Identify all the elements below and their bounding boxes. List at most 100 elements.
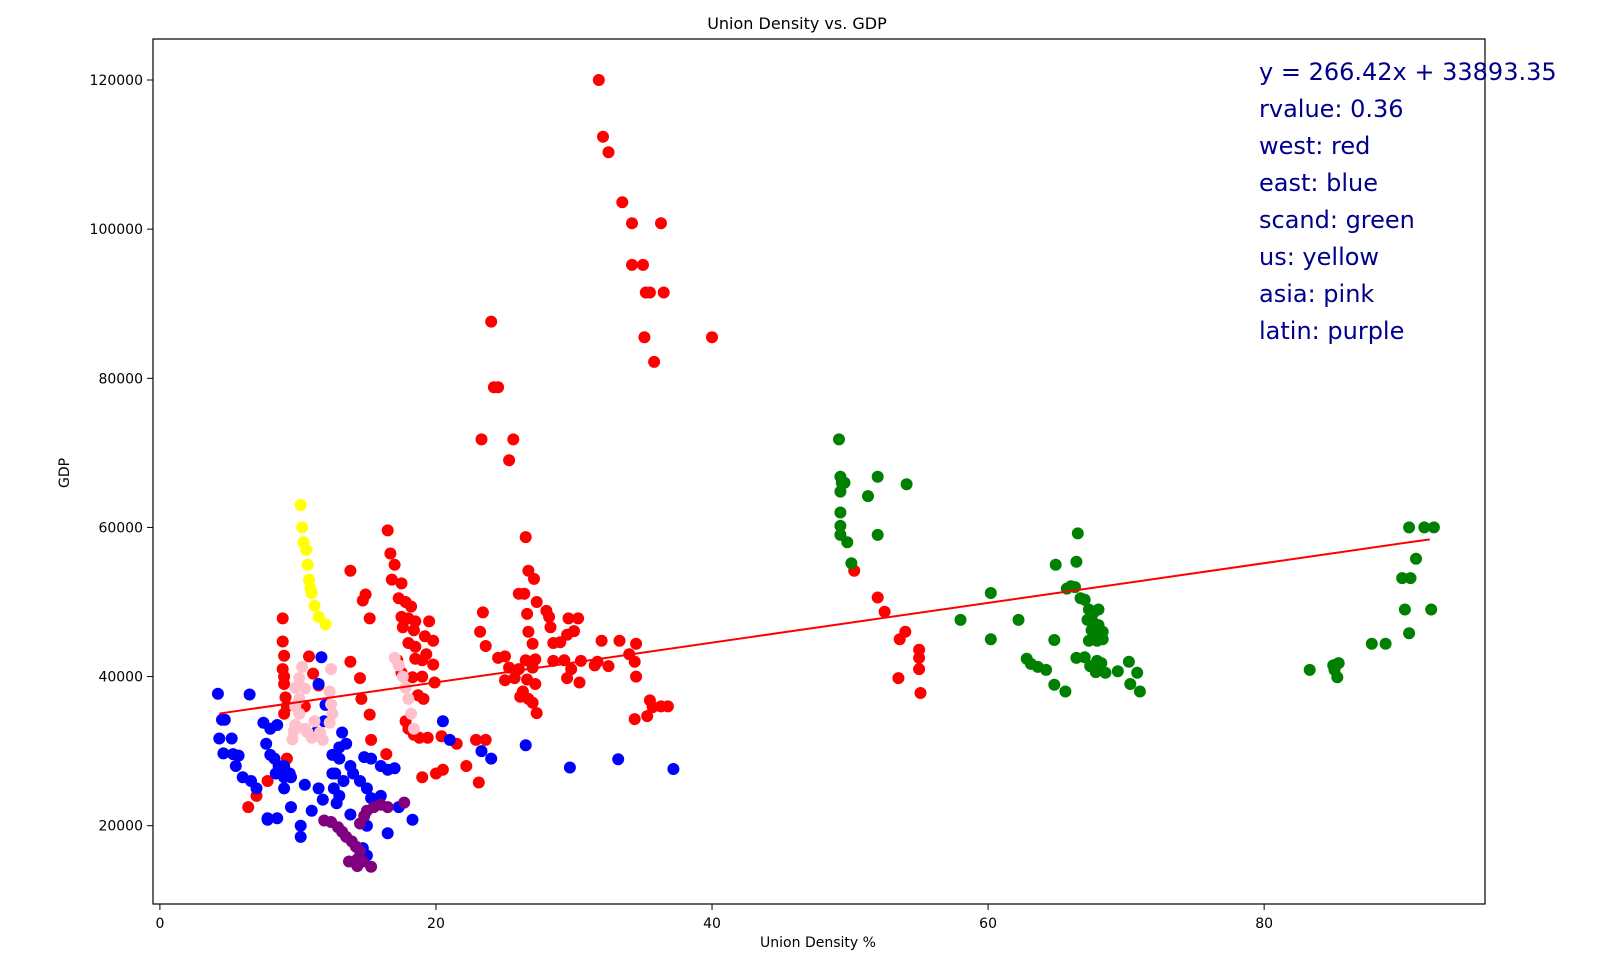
scatter-point (285, 801, 297, 814)
regression-line (219, 538, 1430, 715)
scatter-point (1012, 613, 1025, 626)
scatter-point (1131, 666, 1144, 679)
scatter-point (841, 536, 854, 549)
scatter-point (913, 643, 926, 656)
scatter-point (547, 654, 560, 667)
scatter-point (365, 733, 378, 746)
scatter-point (834, 519, 847, 532)
scatter-point (503, 454, 516, 467)
scatter-point (330, 797, 343, 810)
scatter-point (289, 681, 302, 694)
scatter-point (354, 672, 366, 685)
scatter-point (834, 506, 847, 519)
scatter-point (409, 640, 422, 653)
scatter-point (316, 793, 329, 806)
scatter-point (416, 670, 429, 683)
scatter-point (325, 698, 338, 711)
y-tick-label: 20000 (98, 819, 143, 835)
annotation-line: west: red (1259, 132, 1370, 160)
scatter-point (706, 331, 718, 344)
scatter-point (296, 660, 309, 673)
scatter-point (572, 612, 585, 625)
scatter-point (597, 130, 609, 143)
scatter-point (573, 676, 586, 689)
regression-annotation: y = 266.42x + 33893.35 rvalue: 0.36 west: … (1259, 58, 1557, 345)
annotation-line: scand: green (1259, 206, 1415, 234)
series-west (242, 74, 927, 814)
scatter-point (878, 605, 891, 618)
scatter-point (316, 733, 329, 746)
annotation-line: y = 266.42x + 33893.35 (1259, 58, 1557, 86)
y-tick-label: 80000 (98, 371, 143, 387)
scatter-point (413, 731, 426, 744)
plot-frame (152, 38, 1486, 905)
scatter-point (405, 707, 418, 720)
scatter-point (308, 715, 321, 728)
scatter-point (323, 685, 336, 698)
scatter-point (626, 217, 638, 230)
scatter-point (1398, 603, 1411, 616)
scatter-point (303, 650, 315, 663)
scatter-point (1070, 555, 1083, 568)
scatter-point (308, 599, 321, 612)
scatter-point (1365, 637, 1378, 650)
y-tick-label: 100000 (90, 222, 143, 238)
scatter-point (250, 782, 263, 795)
scatter-point (1418, 521, 1431, 534)
scatter-point (278, 678, 291, 690)
scatter-point (562, 612, 575, 625)
scatter-point (436, 763, 449, 776)
scatter-point (892, 672, 905, 685)
scatter-point (475, 745, 488, 758)
scatter-point (543, 610, 556, 623)
scatter-point (381, 827, 394, 840)
scatter-point (472, 776, 485, 789)
scatter-point (474, 625, 487, 638)
scatter-point (492, 381, 505, 394)
scatter-point (1096, 633, 1109, 646)
scatter-point (261, 775, 274, 787)
scatter-point (333, 741, 346, 754)
series-latin (318, 796, 411, 873)
scatter-point (476, 606, 489, 619)
annotation-line: rvalue: 0.36 (1259, 95, 1404, 123)
scatter-point (637, 258, 649, 271)
scatter-point (294, 499, 307, 512)
scatter-point (602, 146, 615, 159)
scatter-point (529, 678, 542, 690)
scatter-point (271, 812, 284, 825)
scatter-point (285, 771, 297, 784)
scatter-point (360, 782, 373, 795)
scatter-point (479, 640, 492, 652)
scatter-point (630, 637, 643, 650)
scatter-point (261, 813, 274, 826)
scatter-point (293, 707, 306, 720)
scatter-point (1425, 603, 1438, 616)
scatter-point (380, 748, 393, 761)
scatter-point (337, 775, 350, 787)
scatter-point (232, 749, 245, 762)
scatter-point (845, 557, 858, 570)
scatter-point (399, 681, 412, 694)
scatter-point (1403, 627, 1416, 640)
scatter-point (381, 524, 394, 537)
scatter-point (344, 564, 357, 577)
scatter-point (398, 796, 411, 809)
scatter-point (616, 196, 629, 209)
scatter-point (374, 789, 387, 802)
scatter-point (301, 558, 314, 571)
scatter-point (667, 763, 680, 775)
scatter-point (1303, 663, 1316, 676)
scatter-point (213, 732, 226, 745)
scatter-point (628, 655, 641, 668)
scatter-point (407, 722, 420, 735)
scatter-point (1049, 558, 1062, 571)
scatter-point (565, 663, 578, 676)
scatter-point (278, 782, 291, 795)
scatter-point (588, 659, 601, 672)
x-tick-label: 80 (1255, 916, 1273, 932)
scatter-point (298, 778, 311, 791)
scatter-point (628, 713, 641, 726)
scatter-point (1396, 572, 1409, 585)
scatter-point (443, 733, 456, 746)
